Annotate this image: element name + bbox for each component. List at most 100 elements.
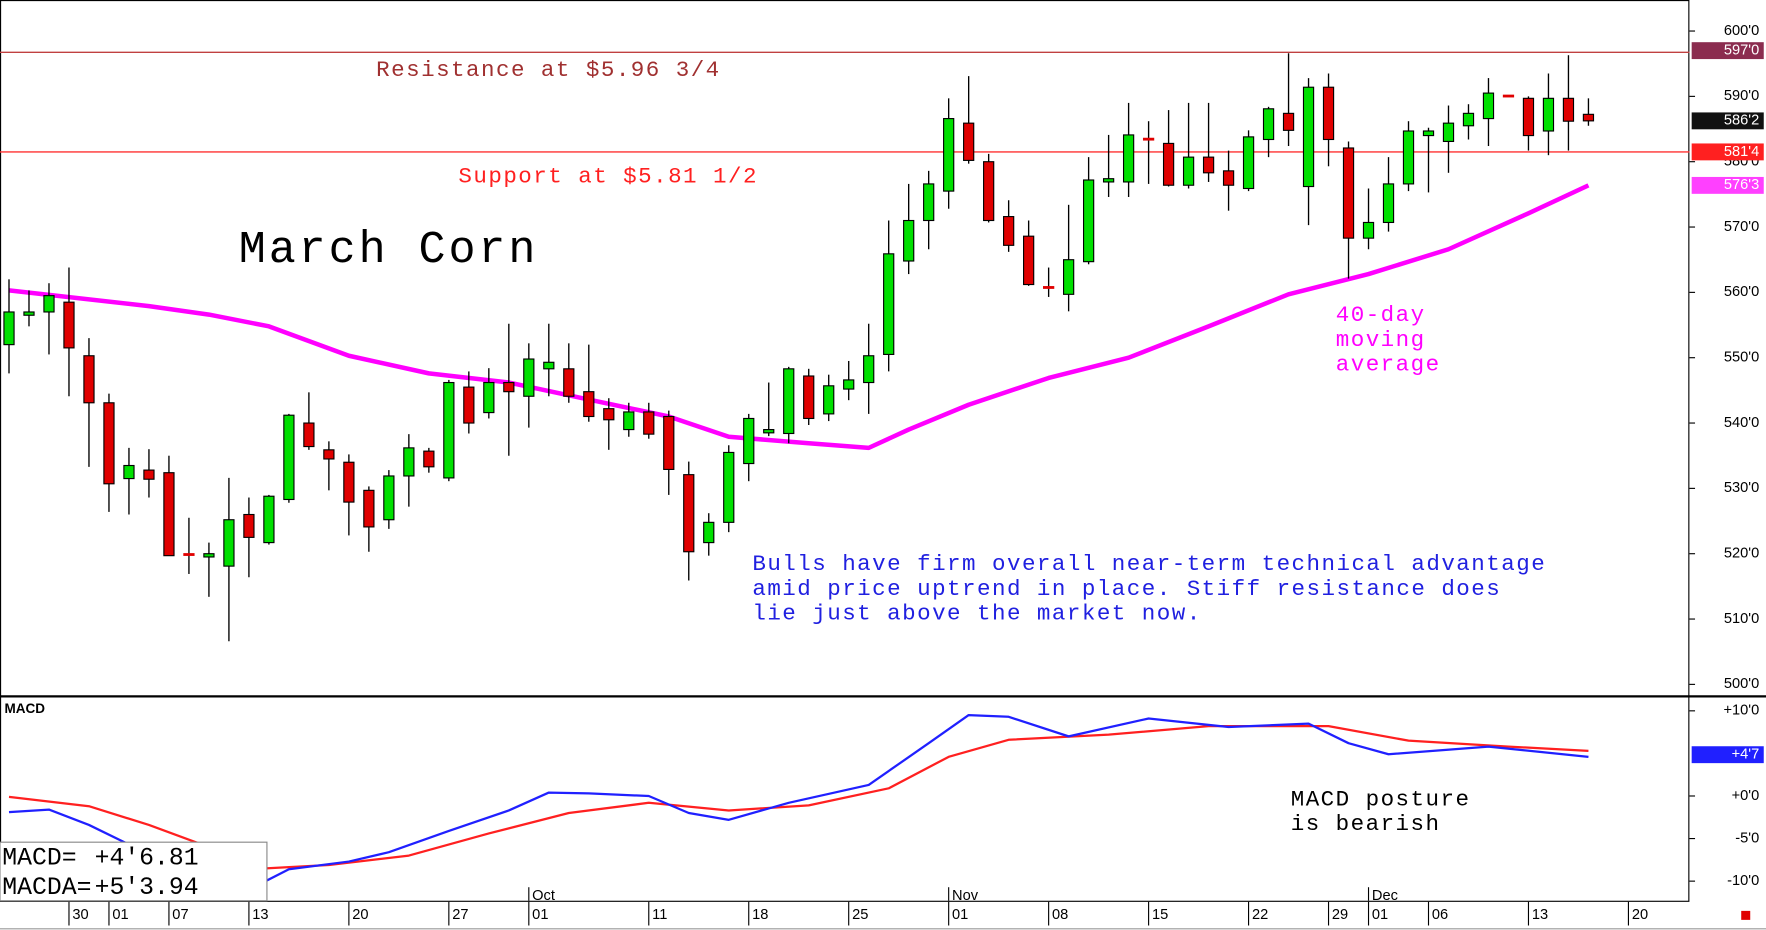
candle-body [1102, 178, 1115, 183]
candle-body [103, 402, 115, 485]
candle-body [1122, 134, 1135, 183]
x-tick-label: 15 [1152, 907, 1168, 923]
x-tick-label: 30 [72, 907, 88, 923]
x-tick-label: 18 [752, 907, 768, 923]
candle-body [703, 521, 715, 544]
candle-body [303, 422, 315, 448]
candle-body [1222, 170, 1235, 186]
annotation: is bearish [1291, 811, 1441, 837]
month-tick-label: Oct [532, 888, 555, 904]
candle-body [663, 415, 675, 470]
candle-body [363, 489, 375, 528]
x-tick-label: 25 [852, 907, 868, 923]
candle-body [1382, 183, 1395, 224]
y-tick-label: 570'0 [1724, 219, 1759, 235]
candle-body [923, 183, 935, 222]
price-tag-label: 581'4 [1724, 144, 1759, 160]
x-tick-label: 27 [452, 907, 468, 923]
candle-body [1202, 156, 1215, 174]
price-panel: 500'0 510'0 520'0 530'0 540'0 550'0 560'0 570'0… [0, 23, 1764, 926]
candle-body [1362, 221, 1375, 239]
candle-body [643, 411, 655, 435]
candle-body [123, 464, 135, 480]
price-tag [1691, 112, 1764, 130]
candle-body [63, 301, 75, 349]
candle-body [843, 379, 855, 390]
x-tick-label: 01 [532, 907, 548, 923]
candle-body [383, 475, 395, 521]
candle-body [863, 355, 875, 384]
candle-body [543, 361, 555, 370]
price-tag-label: 576'3 [1724, 177, 1759, 193]
annotation: Resistance at $5.96 3/4 [376, 57, 720, 83]
candle-body [163, 472, 175, 557]
y-tick-label: 540'0 [1724, 415, 1759, 431]
candle-body [423, 450, 435, 468]
x-tick-label: 20 [352, 907, 368, 923]
x-tick-label: 20 [1632, 907, 1648, 923]
candle-body [963, 122, 975, 161]
x-tick-label: 08 [1052, 907, 1068, 923]
price-tag [1691, 143, 1764, 161]
candle-body [1262, 108, 1275, 141]
candle-body [1282, 112, 1295, 131]
chart-title: March Corn [239, 225, 539, 276]
candle-body [1582, 113, 1595, 122]
candle-body [983, 161, 995, 222]
y-tick-label: 510'0 [1724, 611, 1759, 627]
candle-body [343, 461, 355, 503]
candle-body [1442, 122, 1455, 143]
annotation: lie just above the market now. [752, 601, 1201, 627]
candle-body [883, 253, 895, 356]
candle-body [1422, 130, 1435, 137]
x-tick-label: 07 [172, 907, 188, 923]
month-tick-label: Dec [1372, 888, 1398, 904]
y-tick-label: 520'0 [1724, 546, 1759, 562]
candle-body [283, 414, 295, 501]
candle-body [1182, 156, 1195, 186]
macd-readout-value: +4'6.81 [95, 844, 199, 872]
candle-body [243, 513, 255, 538]
candle-body [903, 219, 915, 262]
annotation: 40-day [1336, 302, 1426, 328]
candle-body [1023, 235, 1035, 286]
y-tick-label: 560'0 [1724, 284, 1759, 300]
candle-body [623, 411, 635, 431]
candle-body [483, 381, 495, 414]
x-tick-label: 13 [252, 907, 268, 923]
candle-body [1482, 92, 1495, 120]
candle-body [463, 386, 475, 424]
candle-body [783, 368, 795, 435]
candle-body [823, 385, 835, 415]
x-tick-label: 06 [1432, 907, 1448, 923]
price-tag [1691, 176, 1764, 194]
scroll-arrow[interactable] [1741, 910, 1760, 920]
candle-body [403, 447, 415, 477]
candle-body [1402, 130, 1415, 185]
moving-average [8, 183, 1590, 451]
candle-body [1242, 136, 1255, 190]
macd-readout-box [0, 841, 268, 902]
macd-title: MACD [5, 701, 46, 716]
candle-body [803, 375, 815, 420]
candle-body [603, 408, 615, 421]
annotation: moving [1336, 327, 1426, 353]
candle-body [1302, 86, 1315, 188]
candle-body [723, 451, 735, 523]
candle-body [203, 553, 215, 558]
candle-body [143, 469, 155, 480]
x-tick-label: 11 [652, 907, 667, 923]
candle-body [943, 118, 955, 192]
price-tag-label: 586'2 [1724, 113, 1759, 129]
y-tick-label: -5'0 [1735, 830, 1759, 846]
candle-body [1322, 86, 1335, 141]
candle-body [683, 474, 695, 553]
candle-body [763, 429, 775, 434]
x-tick-label: 01 [1372, 907, 1388, 923]
annotation: amid price uptrend in place. Stiff resis… [752, 576, 1501, 602]
month-tick-label: Nov [952, 888, 979, 904]
annotation: Support at $5.81 1/2 [458, 164, 758, 190]
price-tag [1691, 746, 1764, 764]
x-tick-label: 29 [1332, 907, 1348, 923]
